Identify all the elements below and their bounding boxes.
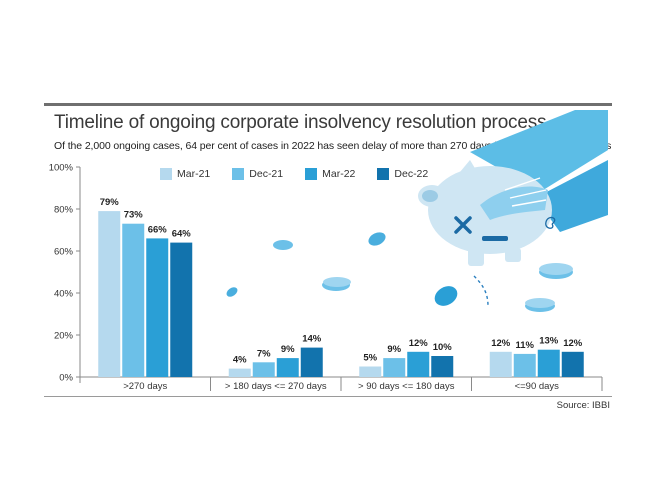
bar-value-label: 9% — [387, 344, 401, 355]
bar-value-label: 12% — [409, 338, 429, 349]
piggy-bank-illustration — [226, 110, 608, 312]
bar-value-label: 12% — [563, 338, 583, 349]
legend-swatch-mar-22 — [305, 168, 318, 180]
y-tick-label: 80% — [54, 205, 74, 216]
x-category-label: <=90 days — [515, 381, 560, 392]
bar-value-label: 5% — [363, 353, 377, 364]
y-tick-label: 60% — [54, 247, 74, 258]
bar — [276, 358, 299, 377]
legend-label-mar-21: Mar-21 — [177, 168, 211, 180]
legend-label-mar-22: Mar-22 — [322, 168, 356, 180]
bar-value-label: 7% — [257, 348, 271, 359]
bar-value-label: 10% — [433, 342, 453, 353]
legend-item-mar-22: Mar-22 — [305, 168, 355, 180]
bottom-rule — [44, 396, 612, 397]
legend-swatch-mar-21 — [160, 168, 172, 180]
y-tick-label: 20% — [54, 331, 74, 342]
bar — [359, 366, 382, 377]
y-tick-label: 100% — [49, 163, 74, 174]
bar — [228, 368, 251, 377]
bar-value-label: 12% — [491, 338, 511, 349]
bar-value-label: 14% — [302, 334, 322, 345]
x-category-label: >270 days — [123, 381, 167, 392]
legend-swatch-dec-22 — [377, 168, 390, 180]
bar — [513, 353, 536, 377]
bar — [489, 351, 512, 377]
source-note: Source: IBBI — [556, 400, 610, 411]
bar — [383, 358, 406, 377]
y-tick-label: 40% — [54, 289, 74, 300]
bar — [252, 362, 275, 377]
bar — [407, 351, 430, 377]
bar — [300, 347, 323, 377]
bar — [146, 238, 169, 377]
bar-value-label: 73% — [124, 210, 144, 221]
chart-title: Timeline of ongoing corporate insolvency… — [54, 112, 547, 133]
label-layer: 79% 73% 66% 64% 4% 7% 9% 14% 5% 9% 12% 10% 12% 11% 13%… — [100, 197, 583, 366]
legend-label-dec-21: Dec-21 — [249, 168, 284, 180]
bar — [537, 349, 560, 377]
x-category-label: > 180 days <= 270 days — [225, 381, 327, 392]
bar-value-label: 64% — [172, 229, 192, 240]
bar-value-label: 9% — [281, 344, 295, 355]
bar-value-label: 4% — [233, 355, 247, 366]
top-rule — [44, 103, 612, 106]
legend-item-dec-22: Dec-22 — [377, 168, 428, 180]
bar-value-label: 66% — [148, 224, 168, 235]
y-tick-label: 0% — [59, 373, 73, 384]
chart-subtitle: Of the 2,000 ongoing cases, 64 per cent … — [54, 140, 612, 152]
legend-item-dec-21: Dec-21 — [232, 168, 283, 180]
legend-item-mar-21: Mar-21 — [160, 168, 210, 180]
legend: Mar-21 Dec-21 Mar-22 Dec-22 — [160, 168, 428, 180]
bar — [170, 242, 193, 377]
bar-layer — [98, 211, 584, 377]
legend-swatch-dec-21 — [232, 168, 245, 180]
x-category-label: > 90 days <= 180 days — [358, 381, 455, 392]
bar — [98, 211, 121, 377]
bar — [122, 223, 145, 377]
bar — [431, 356, 454, 377]
bar-value-label: 13% — [539, 336, 559, 347]
bar-value-label: 11% — [516, 340, 535, 351]
bar — [561, 351, 584, 377]
legend-label-dec-22: Dec-22 — [394, 168, 429, 180]
bar-value-label: 79% — [100, 197, 120, 208]
